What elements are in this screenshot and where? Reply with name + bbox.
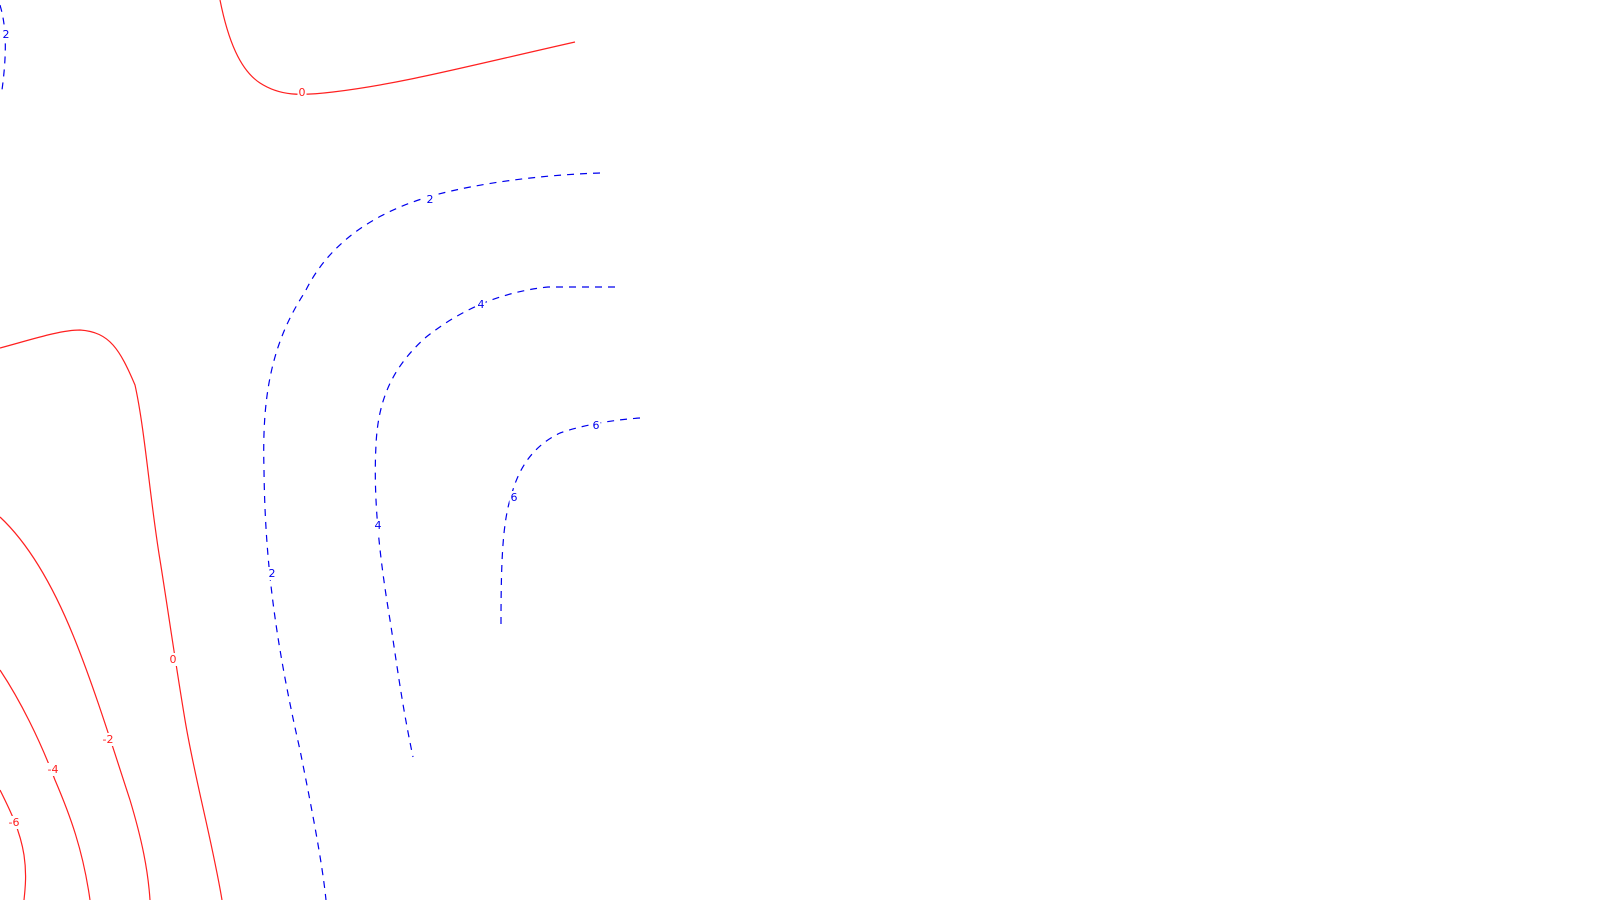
- contour-label-pos2-corner: 2: [3, 28, 10, 41]
- contour-label-neg6: -6: [9, 816, 20, 829]
- label-background: [101, 733, 115, 746]
- contour-line-zero-left: [0, 329, 223, 900]
- contour-line-neg6: [0, 789, 27, 900]
- contour-label-neg4: -4: [48, 763, 59, 776]
- label-background: [476, 298, 486, 311]
- label-background: [297, 86, 307, 99]
- label-background: [425, 193, 435, 206]
- contour-label-neg2: -2: [103, 733, 114, 746]
- label-background: [1, 28, 11, 41]
- label-background: [267, 567, 277, 580]
- contour-line-pos4: [374, 286, 615, 758]
- label-background: [168, 653, 178, 666]
- contour-label-zero-left: 0: [170, 653, 177, 666]
- contour-line-neg2: [0, 516, 151, 900]
- contour-label-pos2-lower: 2: [269, 567, 276, 580]
- contour-label-pos6-lower: 6: [511, 491, 518, 504]
- contour-line-zero-top: [219, 0, 576, 95]
- label-background: [373, 519, 383, 532]
- label-background: [509, 491, 519, 504]
- contour-label-zero-top: 0: [299, 86, 306, 99]
- contour-label-pos4-lower: 4: [375, 519, 382, 532]
- contour-line-neg4: [0, 669, 91, 900]
- label-background: [7, 816, 21, 829]
- label-background: [46, 763, 60, 776]
- contour-label-pos2: 2: [427, 193, 434, 206]
- label-background: [591, 419, 601, 432]
- contour-label-pos6: 6: [593, 419, 600, 432]
- contour-line-pos2: [263, 172, 601, 900]
- contour-label-pos4: 4: [478, 298, 485, 311]
- contour-labels: 2 0 2 2 4 4 6 6 0 -2 -4 -6: [1, 28, 601, 829]
